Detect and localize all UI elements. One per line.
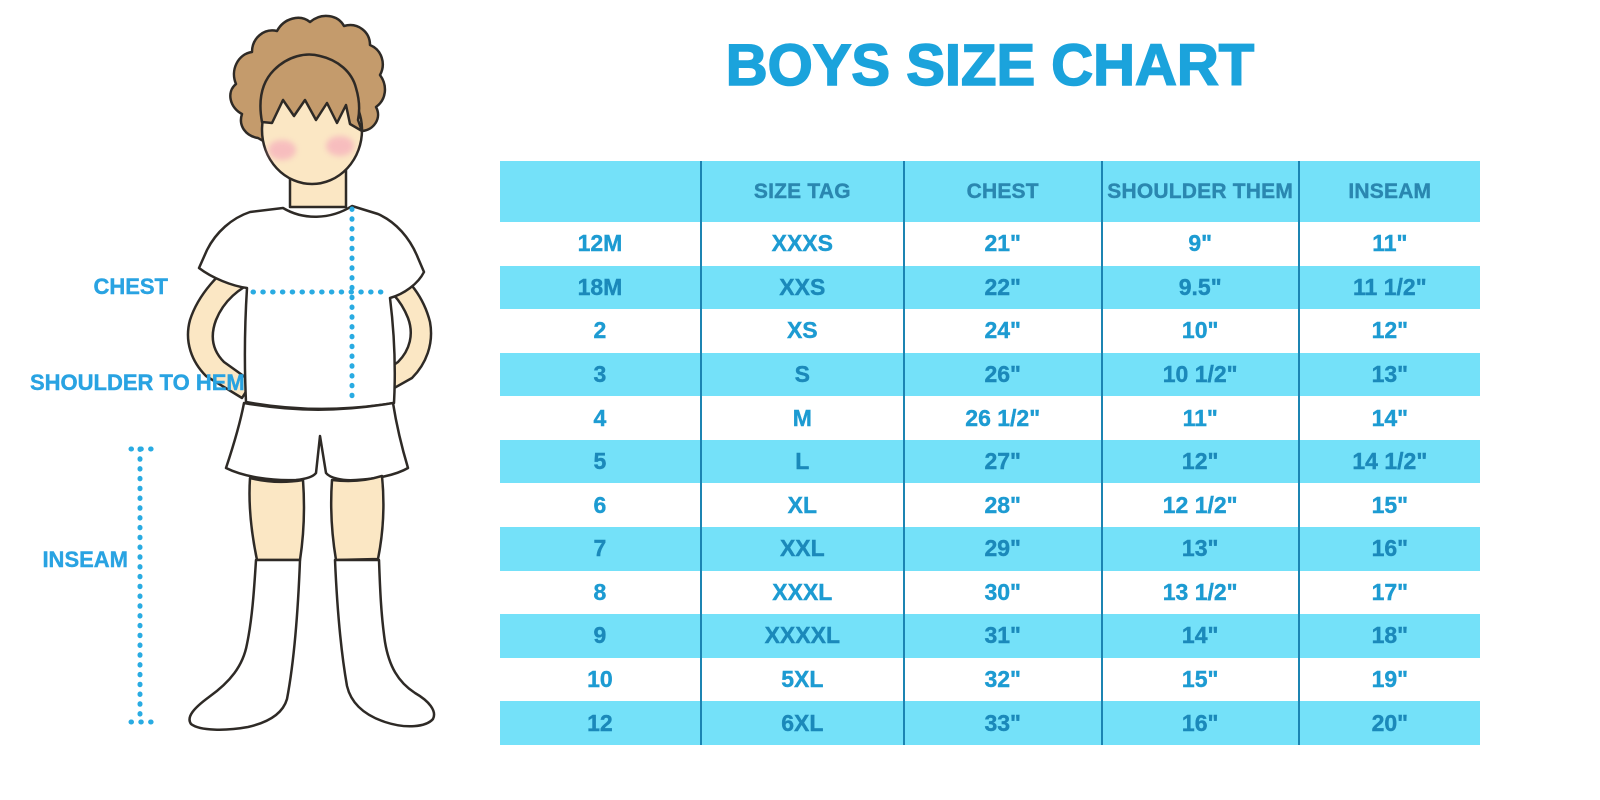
table-cell: 13 1/2" <box>1103 570 1300 615</box>
table-cell: 5 <box>500 439 702 484</box>
table-cell: 22" <box>905 265 1103 310</box>
table-cell: 3 <box>500 352 702 397</box>
boy-arm-left <box>186 258 256 400</box>
table-cell: 12" <box>1103 439 1300 484</box>
table-cell: 12 <box>500 701 702 745</box>
measurement-label-chest: CHEST <box>93 274 168 299</box>
boy-shorts <box>224 401 410 482</box>
table-cell: 6XL <box>702 701 905 745</box>
table-cell: XXS <box>702 265 905 310</box>
table-cell: 15" <box>1371 491 1409 518</box>
table-cell: XS <box>702 309 905 353</box>
table-cell: 10 <box>500 657 702 702</box>
column-header-size-tag: SIZE TAG <box>702 161 905 222</box>
table-cell: XXXL <box>702 570 905 615</box>
column-header-inseam: INSEAM <box>1348 179 1432 203</box>
column-header-shoulder-them: SHOULDER THEM <box>1103 161 1300 222</box>
table-cell: 10" <box>1103 309 1300 353</box>
table-cell: 9 <box>500 614 702 658</box>
table-cell: 9" <box>1103 222 1300 266</box>
table-cell: 2 <box>500 309 702 353</box>
table-cell: 5XL <box>702 657 905 702</box>
table-cell: 19" <box>1371 666 1409 693</box>
table-row: 12M XXXS 21" 9" 11" <box>500 222 1480 266</box>
table-row: 18M XXS 22" 9.5" 11 1/2" <box>500 265 1480 310</box>
table-row: 3 S 26" 10 1/2" 13" <box>500 352 1480 397</box>
table-row: 6 XL 28" 12 1/2" 15" <box>500 483 1480 528</box>
boy-sock-left <box>188 558 302 731</box>
table-cell: 18" <box>1371 622 1409 649</box>
table-cell: 12" <box>1371 317 1409 344</box>
table-cell: 13" <box>1103 527 1300 571</box>
table-cell: 27" <box>905 439 1103 484</box>
table-cell: 18M <box>500 265 702 310</box>
table-cell: 8 <box>500 570 702 615</box>
table-cell: 13" <box>1371 361 1409 388</box>
table-row: 12 6XL 33" 16" 20" <box>500 701 1480 745</box>
table-cell: 26 1/2" <box>905 396 1103 440</box>
table-row: 7 XXL 29" 13" 16" <box>500 527 1480 571</box>
table-cell: 26" <box>905 352 1103 397</box>
table-cell: 14 1/2" <box>1352 448 1428 475</box>
table-cell: 11" <box>1372 230 1408 257</box>
column-header-chest: CHEST <box>905 161 1103 222</box>
boy-leg-right <box>329 474 385 562</box>
table-cell: 30" <box>905 570 1103 615</box>
table-cell: 31" <box>905 614 1103 658</box>
table-cell: 17" <box>1371 578 1409 605</box>
table-row: 8 XXXL 30" 13 1/2" 17" <box>500 570 1480 615</box>
table-cell: 15" <box>1103 657 1300 702</box>
boy-cheek-right <box>326 136 354 156</box>
measurement-label-shoulder-to-hem: SHOULDER TO HEM <box>30 370 245 395</box>
table-row: 4 M 26 1/2" 11" 14" <box>500 396 1480 440</box>
boy-leg-left <box>248 476 306 562</box>
column-header-blank <box>500 161 702 222</box>
boy-sock-right <box>333 558 436 728</box>
table-cell: 16" <box>1371 535 1409 562</box>
size-chart-table: SIZE TAG CHEST SHOULDER THEM INSEAM 12M XXXS… <box>500 161 1480 745</box>
table-cell: 7 <box>500 527 702 571</box>
table-cell: 16" <box>1103 701 1300 745</box>
table-row: 2 XS 24" 10" 12" <box>500 309 1480 353</box>
table-cell: 6 <box>500 483 702 528</box>
table-row: 5 L 27" 12" 14 1/2" <box>500 439 1480 484</box>
table-cell: 21" <box>905 222 1103 266</box>
table-cell: 11 1/2" <box>1353 273 1427 300</box>
table-row: 10 5XL 32" 15" 19" <box>500 657 1480 702</box>
table-cell: 12 1/2" <box>1103 483 1300 528</box>
table-cell: 11" <box>1103 396 1300 440</box>
table-cell: M <box>702 396 905 440</box>
table-cell: 10 1/2" <box>1103 352 1300 397</box>
table-cell: 28" <box>905 483 1103 528</box>
boy-cheek-left <box>268 140 296 160</box>
table-cell: XXL <box>702 527 905 571</box>
table-cell: XL <box>702 483 905 528</box>
table-body: 12M XXXS 21" 9" 11" 18M XXS 22" 9.5" 11 1/2" 2 XS 24… <box>500 222 1480 745</box>
table-cell: 32" <box>905 657 1103 702</box>
boy-hair-fringe <box>259 53 364 133</box>
measurement-label-inseam: INSEAM <box>42 547 128 572</box>
table-cell: 14" <box>1103 614 1300 658</box>
table-cell: 14" <box>1371 404 1409 431</box>
table-cell: 12M <box>500 222 702 266</box>
table-cell: 33" <box>905 701 1103 745</box>
table-cell: L <box>702 439 905 484</box>
table-header-row: SIZE TAG CHEST SHOULDER THEM INSEAM <box>500 161 1480 222</box>
page-title: BOYS SIZE CHART <box>725 32 1255 99</box>
table-cell: 9.5" <box>1103 265 1300 310</box>
table-cell: 29" <box>905 527 1103 571</box>
table-row: 9 XXXXL 31" 14" 18" <box>500 614 1480 658</box>
table-cell: 20" <box>1371 709 1409 736</box>
table-cell: XXXS <box>702 222 905 266</box>
boy-illustration <box>128 14 436 731</box>
table-cell: S <box>702 352 905 397</box>
table-cell: 24" <box>905 309 1103 353</box>
table-cell: 4 <box>500 396 702 440</box>
table-cell: XXXXL <box>702 614 905 658</box>
